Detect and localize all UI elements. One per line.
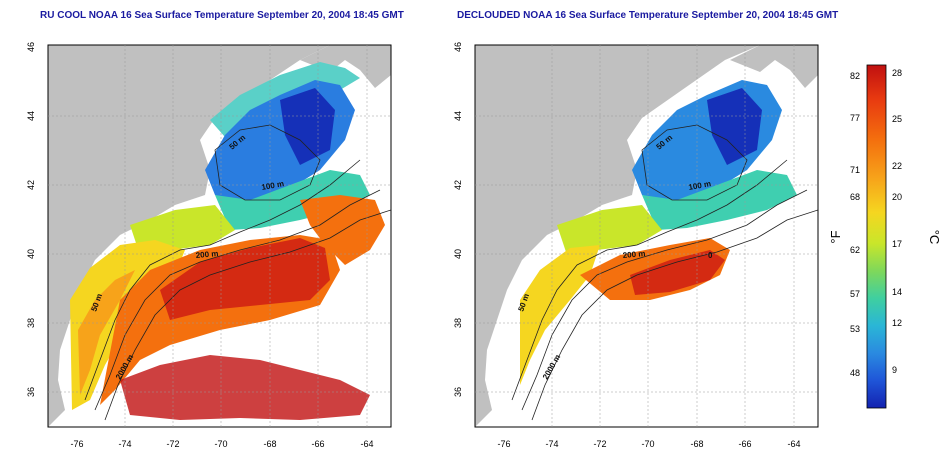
f-tick: 77 bbox=[850, 113, 860, 123]
y-tick: 36 bbox=[26, 387, 36, 397]
temperature-colorbar: 82 77 71 68 62 57 53 48 28 25 22 20 17 1… bbox=[828, 64, 942, 409]
contour-label: 200 m bbox=[195, 249, 218, 260]
land-area bbox=[48, 45, 330, 427]
isobath-50 bbox=[84, 159, 361, 401]
left-map-title: RU COOL NOAA 16 Sea Surface Temperature … bbox=[40, 10, 404, 21]
y-tick: 38 bbox=[453, 318, 463, 328]
isobath-2000 bbox=[531, 209, 818, 421]
c-tick: 25 bbox=[892, 114, 902, 124]
x-tick: -68 bbox=[263, 439, 276, 449]
x-tick: -64 bbox=[787, 439, 800, 449]
gulf-of-maine-contour bbox=[214, 124, 321, 201]
x-tick: -66 bbox=[738, 439, 751, 449]
x-tick: -66 bbox=[311, 439, 324, 449]
land-area bbox=[475, 45, 760, 427]
y-tick: 44 bbox=[453, 111, 463, 121]
georges-bank bbox=[642, 170, 797, 230]
f-tick: 71 bbox=[850, 165, 860, 175]
isobath-200 bbox=[94, 189, 381, 411]
colorbar-scale bbox=[866, 64, 887, 409]
bay-of-fundy bbox=[300, 45, 391, 88]
x-tick: -74 bbox=[545, 439, 558, 449]
isobath-2000 bbox=[104, 209, 391, 421]
isobath-200 bbox=[521, 189, 808, 411]
y-tick: 38 bbox=[26, 318, 36, 328]
nearshore-warm bbox=[78, 270, 135, 395]
gulf-of-maine-deep bbox=[280, 88, 335, 165]
y-tick: 42 bbox=[26, 180, 36, 190]
x-tick: -70 bbox=[214, 439, 227, 449]
left-sst-map: -76 -74 -72 -70 -68 -66 -64 46 44 42 40 … bbox=[26, 42, 392, 449]
y-tick: 42 bbox=[453, 180, 463, 190]
contour-label: 100 m bbox=[688, 179, 712, 192]
y-tick: 44 bbox=[26, 111, 36, 121]
fahrenheit-label: °F bbox=[828, 230, 843, 243]
x-tick: -70 bbox=[641, 439, 654, 449]
f-tick: 57 bbox=[850, 289, 860, 299]
contour-label: 100 m bbox=[261, 179, 285, 192]
offshore-warm-patches bbox=[120, 355, 370, 420]
contour-label: 200 m bbox=[622, 249, 645, 260]
f-tick: 62 bbox=[850, 245, 860, 255]
right-sst-map: -76 -74 -72 -70 -68 -66 -64 46 44 42 40 … bbox=[453, 42, 819, 449]
c-tick: 22 bbox=[892, 161, 902, 171]
southern-new-england-shelf bbox=[557, 205, 662, 255]
c-tick: 17 bbox=[892, 239, 902, 249]
c-tick: 14 bbox=[892, 287, 902, 297]
gulf-of-maine-deep bbox=[707, 88, 762, 165]
x-tick: -64 bbox=[360, 439, 373, 449]
c-tick: 28 bbox=[892, 68, 902, 78]
y-tick: 40 bbox=[453, 249, 463, 259]
c-tick: 9 bbox=[892, 365, 897, 375]
f-tick: 53 bbox=[850, 324, 860, 334]
right-map-title: DECLOUDED NOAA 16 Sea Surface Temperatur… bbox=[457, 10, 839, 21]
x-tick: -76 bbox=[497, 439, 510, 449]
c-tick: 20 bbox=[892, 192, 902, 202]
x-tick: -76 bbox=[70, 439, 83, 449]
isobath-50 bbox=[511, 159, 788, 401]
x-tick: -74 bbox=[118, 439, 131, 449]
y-tick: 40 bbox=[26, 249, 36, 259]
gulf-stream-core bbox=[160, 238, 330, 320]
bay-of-fundy bbox=[730, 45, 818, 88]
f-tick: 68 bbox=[850, 192, 860, 202]
f-tick: 48 bbox=[850, 368, 860, 378]
y-tick: 46 bbox=[26, 42, 36, 52]
x-tick: -68 bbox=[690, 439, 703, 449]
warm-fringe-east bbox=[300, 195, 385, 265]
x-tick: -72 bbox=[166, 439, 179, 449]
y-tick: 46 bbox=[453, 42, 463, 52]
georges-bank bbox=[215, 170, 370, 230]
mid-atlantic-bight bbox=[520, 245, 600, 385]
x-tick: -72 bbox=[593, 439, 606, 449]
y-tick: 36 bbox=[453, 387, 463, 397]
gulf-of-maine-contour bbox=[641, 124, 748, 201]
f-tick: 82 bbox=[850, 71, 860, 81]
contour-label: 0 bbox=[708, 251, 713, 260]
c-tick: 12 bbox=[892, 318, 902, 328]
celsius-label: °C bbox=[927, 230, 942, 245]
gulf-stream-core bbox=[630, 250, 725, 295]
